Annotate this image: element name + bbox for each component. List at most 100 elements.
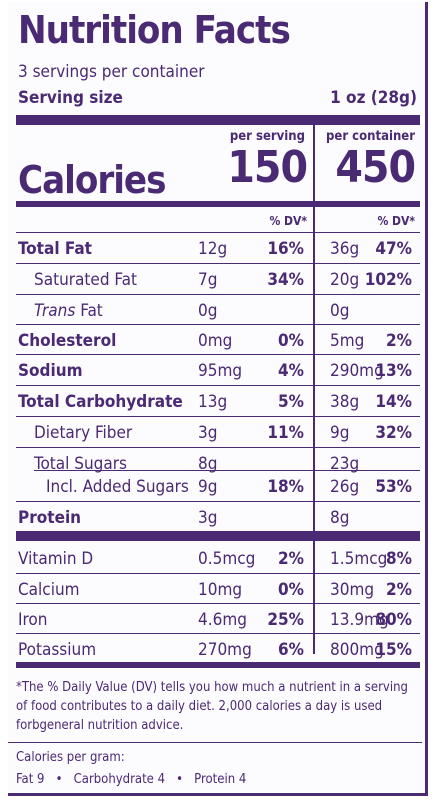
amount-per-container: 1.5mcg [330,549,388,569]
dv-per-container: 2% [386,331,412,351]
dv-per-container: 8% [386,549,412,569]
dv-per-serving: 6% [278,640,304,660]
dv-per-serving: 11% [267,423,304,443]
dv-per-serving: 0% [278,331,304,351]
dv-per-container: 15% [375,640,412,660]
calories-label: Calories [18,158,166,202]
amount-per-serving: 95mg [198,361,243,381]
dv-per-container: 2% [386,580,412,600]
calories-per-container: 450 [335,142,416,193]
nutrient-row-saturated-fat: Saturated Fat 7g 34% 20g 102% [8,264,422,294]
amount-per-container: 23g [330,454,360,474]
dv-per-serving: 16% [267,239,304,259]
dv-heading-container: % DV* [377,214,415,228]
amount-per-container: 5mg [330,331,365,351]
nutrient-row-protein: Protein 3g 8g [8,502,422,532]
row-separator [34,470,420,471]
nutrient-row-trans-fat: Trans Fat 0g 0g [8,295,422,325]
dv-per-serving: 0% [278,580,304,600]
dv-per-serving: 4% [278,361,304,381]
amount-per-serving: 8g [198,454,218,474]
nutrient-name: Saturated Fat [34,270,138,290]
amount-per-serving: 12g [198,239,228,259]
vitamin-row-iron: Iron 4.6mg 25% 13.9mg 80% [8,604,422,634]
dv-heading-serving: % DV* [269,214,307,228]
dv-per-container: 80% [375,610,412,630]
dv-per-serving: 34% [267,270,304,290]
servings-per-container: 3 servings per container [18,62,205,82]
serving-size-value: 1 oz (28g) [330,88,417,108]
amount-per-container: 26g [330,477,360,497]
row-separator [16,294,420,295]
row-separator [16,232,420,233]
row-separator [16,603,420,604]
dv-per-container: 13% [375,361,412,381]
nutrient-name: Total Sugars [34,454,128,474]
amount-per-serving: 10mg [198,580,243,600]
trans-italic: Trans [34,301,76,321]
nutrient-name: Total Carbohydrate [18,392,183,412]
medium-divider [16,662,420,668]
column-divider [313,124,315,654]
vitamin-row-calcium: Calcium 10mg 0% 30mg 2% [8,574,422,604]
dv-per-serving: 25% [267,610,304,630]
nutrient-row-dietary-fiber: Dietary Fiber 3g 11% 9g 32% [8,417,422,447]
amount-per-serving: 13g [198,392,228,412]
nutrient-name: Incl. Added Sugars [46,477,189,497]
serving-size-label: Serving size [18,88,123,108]
nutrient-name: Iron [18,610,48,630]
nutrient-name: Vitamin D [18,549,94,569]
nutrient-name: Protein [18,508,82,528]
dv-per-container: 32% [375,423,412,443]
nutrient-name: Sodium [18,361,83,381]
amount-per-serving: 270mg [198,640,252,660]
row-separator [16,633,420,634]
nutrient-name: Trans Fat [34,301,103,321]
nutrition-label: Nutrition Facts 3 servings per container… [8,2,428,796]
dv-per-serving: 18% [267,477,304,497]
dv-per-container: 53% [375,477,412,497]
vitamin-row-potassium: Potassium 270mg 6% 800mg 15% [8,634,422,664]
per-container-heading: per container [326,129,415,144]
dv-per-container: 47% [375,239,412,259]
nutrient-row-total-fat: Total Fat 12g 16% 36g 47% [8,233,422,263]
amount-per-serving: 0mg [198,331,233,351]
dv-per-serving: 5% [278,392,304,412]
footnote-separator [8,742,422,743]
amount-per-container: 38g [330,392,360,412]
row-separator [16,354,420,355]
amount-per-container: 9g [330,423,350,443]
dv-per-serving: 2% [278,549,304,569]
row-separator [16,263,420,264]
calories-per-serving: 150 [227,142,308,193]
amount-per-serving: 3g [198,508,218,528]
amount-per-serving: 3g [198,423,218,443]
thick-divider [16,115,420,125]
calories-per-gram-values: Fat 9 • Carbohydrate 4 • Protein 4 [16,772,247,787]
nutrient-name: Calcium [18,580,80,600]
row-separator [16,385,420,386]
amount-per-container: 800mg [330,640,384,660]
nutrient-name: Total Fat [18,239,92,259]
row-separator [16,573,420,574]
amount-per-serving: 7g [198,270,218,290]
nutrient-row-cholesterol: Cholesterol 0mg 0% 5mg 2% [8,325,422,355]
amount-per-container: 30mg [330,580,375,600]
nutrient-row-total-sugars: Total Sugars 8g 23g [8,448,422,478]
nutrient-name: Potassium [18,640,97,660]
row-separator [16,501,420,502]
vitamin-row-vitamin-d: Vitamin D 0.5mcg 2% 1.5mcg 8% [8,543,422,573]
amount-per-container: 20g [330,270,360,290]
label-title: Nutrition Facts [18,8,291,52]
calories-per-gram-label: Calories per gram: [16,750,125,765]
amount-per-serving: 0g [198,301,218,321]
amount-per-container: 13.9mg [330,610,389,630]
nutrient-row-added-sugars: Incl. Added Sugars 9g 18% 26g 53% [8,471,422,501]
amount-per-container: 36g [330,239,360,259]
row-separator [16,324,420,325]
nutrient-name: Dietary Fiber [34,423,133,443]
nutrient-row-sodium: Sodium 95mg 4% 290mg 13% [8,355,422,385]
daily-value-footnote: *The % Daily Value (DV) tells you how mu… [16,680,408,733]
medium-divider [16,201,420,207]
row-separator [16,447,420,448]
